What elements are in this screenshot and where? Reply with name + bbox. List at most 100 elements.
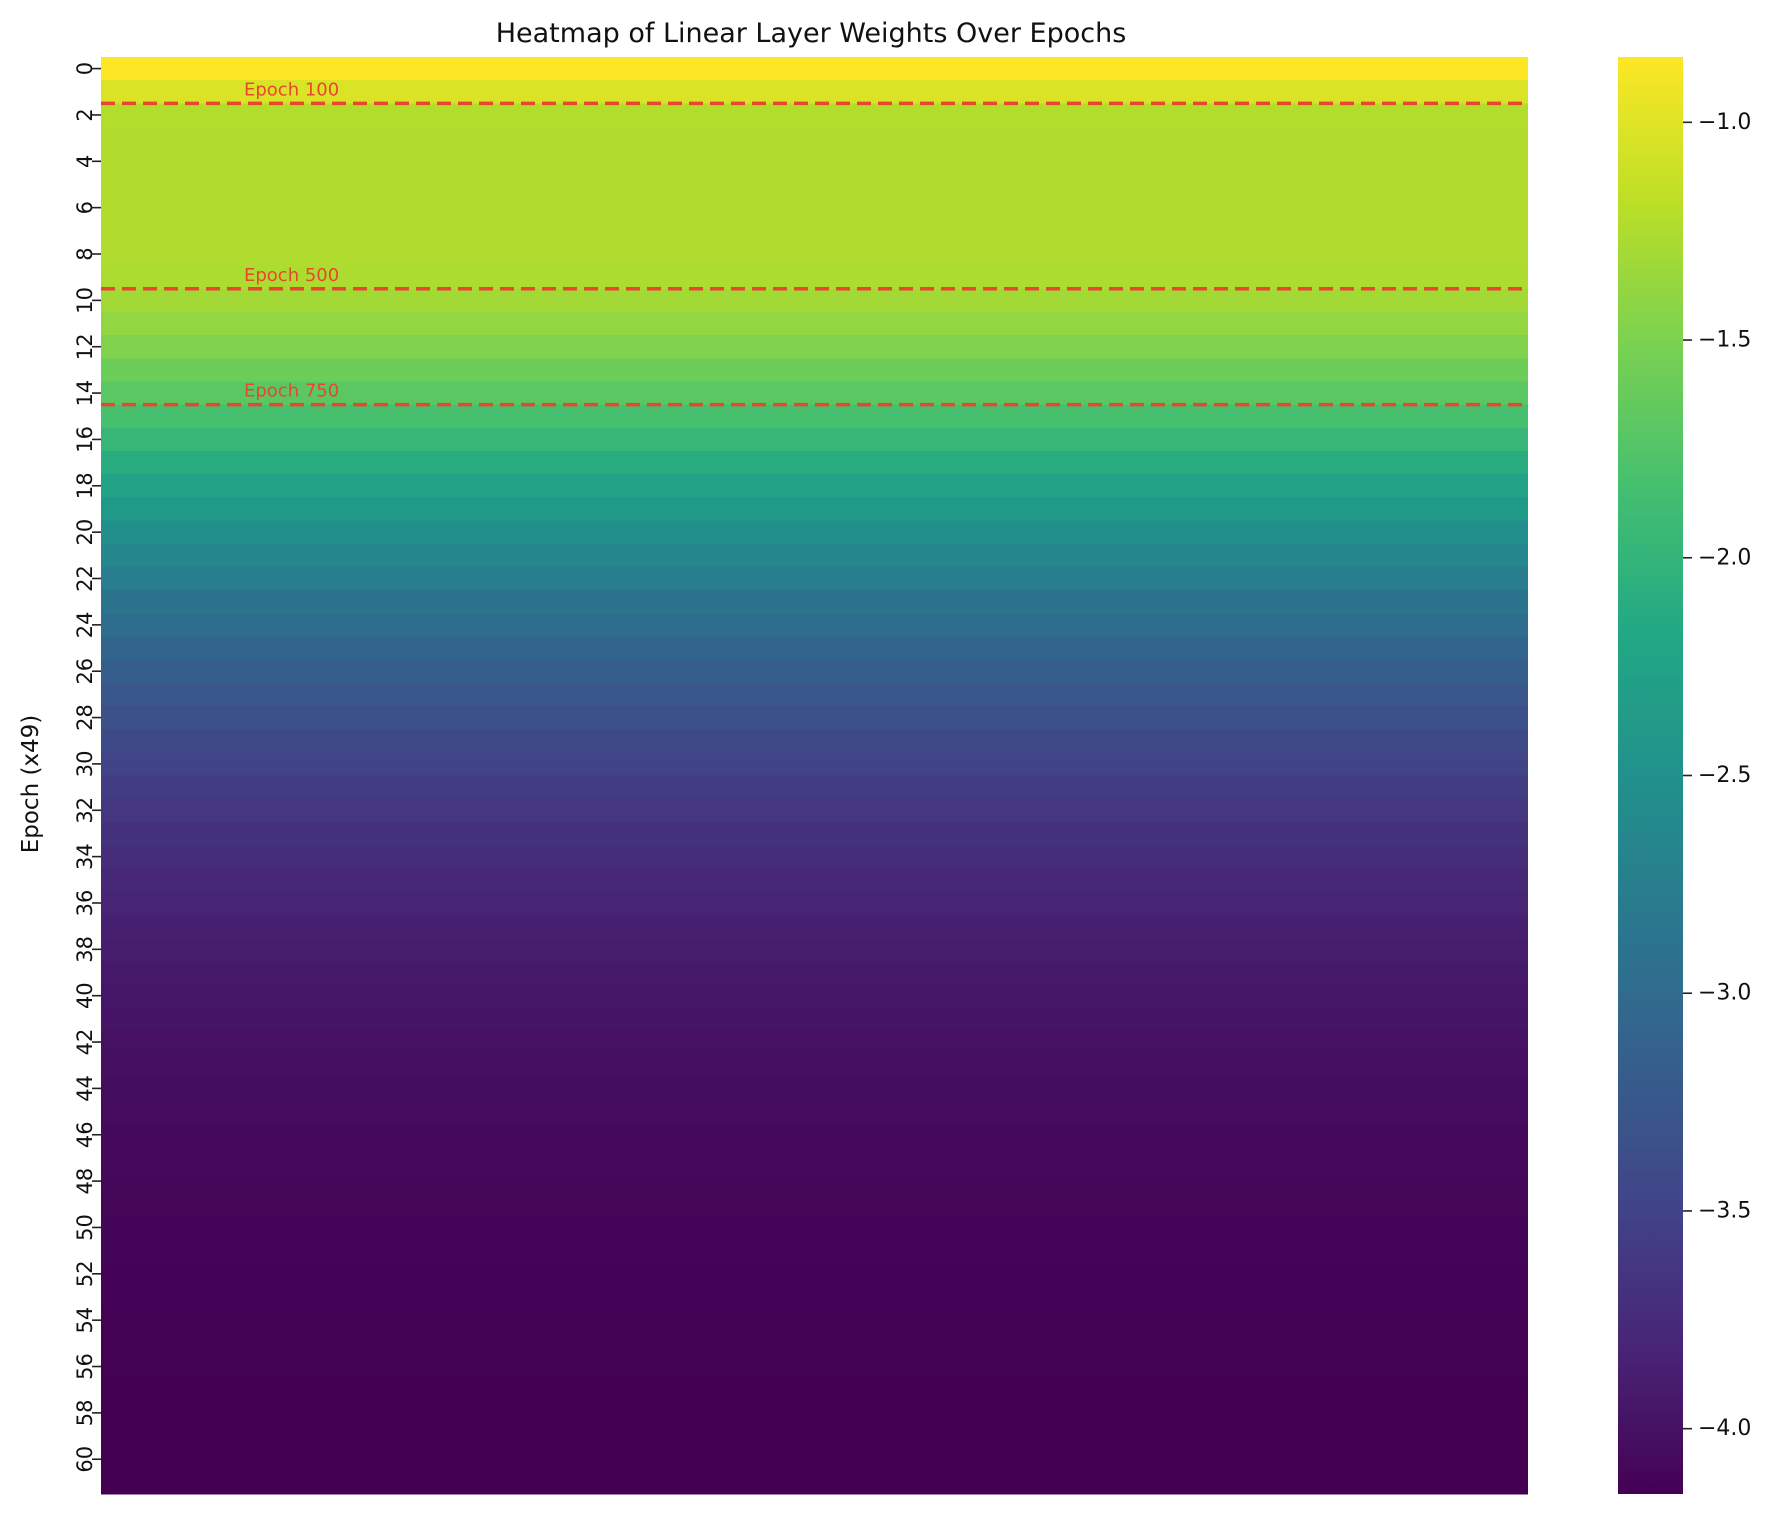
heatmap-cell xyxy=(101,891,1528,916)
y-tick-label: 40 xyxy=(73,982,97,1009)
colorbar-tick-label: −2.5 xyxy=(1698,763,1751,788)
y-tick-label: 44 xyxy=(73,1075,97,1102)
heatmap-cell xyxy=(101,1331,1528,1356)
heatmap-cell xyxy=(101,57,1528,81)
heatmap-cell xyxy=(101,520,1528,545)
heatmap-cell xyxy=(101,1076,1528,1101)
heatmap-cell xyxy=(101,451,1528,475)
y-tick-label: 0 xyxy=(73,62,97,75)
y-tick-label: 42 xyxy=(73,1029,97,1056)
heatmap-cell xyxy=(101,1099,1528,1124)
y-tick-label: 52 xyxy=(73,1260,97,1287)
heatmap-cell xyxy=(101,1239,1528,1263)
y-tick-label: 20 xyxy=(73,519,97,546)
colorbar-tick-label: −1.5 xyxy=(1698,328,1751,353)
heatmap-cell xyxy=(101,219,1528,244)
heatmap-cell xyxy=(101,960,1528,985)
heatmap-cell xyxy=(101,1354,1528,1379)
heatmap-cell xyxy=(101,427,1528,452)
y-ticks: 0246810121416182022242628303234363840424… xyxy=(73,62,101,1473)
heatmap-cell xyxy=(101,1192,1528,1217)
heatmap-cell xyxy=(101,543,1528,568)
annotation-label: Epoch 500 xyxy=(244,265,339,286)
heatmap-cell xyxy=(101,1215,1528,1240)
heatmap-cell xyxy=(101,1030,1528,1055)
colorbar-ticks: −1.0 −1.5 −2.0 −2.5 −3.0 −3.5 −4.0 xyxy=(1683,110,1751,1441)
heatmap-cells xyxy=(101,57,1528,1495)
colorbar-tick-label: −3.5 xyxy=(1698,1198,1751,1223)
heatmap-cell xyxy=(101,775,1528,800)
heatmap-cell xyxy=(101,149,1528,174)
heatmap-cell xyxy=(101,1447,1528,1472)
heatmap-cell xyxy=(101,1378,1528,1402)
heatmap-cell xyxy=(101,590,1528,614)
heatmap-cell xyxy=(101,474,1528,498)
y-tick-label: 36 xyxy=(73,890,97,917)
heatmap-cell xyxy=(101,172,1528,197)
heatmap-cell xyxy=(101,613,1528,638)
y-tick-label: 32 xyxy=(73,797,97,824)
y-tick-label: 26 xyxy=(73,658,97,685)
colorbar-tick-label: −3.0 xyxy=(1698,981,1751,1006)
y-tick-label: 12 xyxy=(73,333,97,360)
y-tick-label: 50 xyxy=(73,1214,97,1241)
heatmap-cell xyxy=(101,1007,1528,1032)
colorbar-tick-label: −1.0 xyxy=(1698,110,1751,135)
y-tick-label: 6 xyxy=(73,201,97,214)
heatmap-cell xyxy=(101,705,1528,730)
heatmap-cell xyxy=(101,242,1528,267)
y-tick-label: 10 xyxy=(73,287,97,314)
heatmap-cell xyxy=(101,845,1528,869)
y-tick-label: 56 xyxy=(73,1353,97,1380)
heatmap-cell xyxy=(101,1262,1528,1287)
annotations: Epoch 100 Epoch 500 Epoch 750 xyxy=(101,79,1528,407)
heatmap-cell xyxy=(101,404,1528,429)
heatmap-cell xyxy=(101,1424,1528,1449)
heatmap-cell xyxy=(101,729,1528,753)
y-tick-label: 18 xyxy=(73,472,97,499)
heatmap-cell xyxy=(101,1169,1528,1194)
colorbar xyxy=(1618,57,1683,1494)
y-tick-label: 54 xyxy=(73,1307,97,1334)
heatmap-cell xyxy=(101,381,1528,406)
colorbar-tick-label: −4.0 xyxy=(1698,1416,1751,1441)
heatmap-cell xyxy=(101,497,1528,522)
y-tick-label: 60 xyxy=(73,1446,97,1473)
heatmap-cell xyxy=(101,1146,1528,1171)
y-tick-label: 2 xyxy=(73,108,97,121)
chart-title: Heatmap of Linear Layer Weights Over Epo… xyxy=(496,18,1127,49)
y-tick-label: 58 xyxy=(73,1400,97,1427)
y-tick-label: 4 xyxy=(73,155,97,168)
y-tick-label: 46 xyxy=(73,1121,97,1148)
heatmap-cell xyxy=(101,752,1528,777)
heatmap-cell xyxy=(101,1053,1528,1078)
y-tick-label: 22 xyxy=(73,565,97,592)
y-tick-label: 48 xyxy=(73,1168,97,1195)
heatmap-cell xyxy=(101,126,1528,151)
y-axis-label: Epoch (x49) xyxy=(18,715,44,854)
heatmap-cell xyxy=(101,1123,1528,1147)
y-tick-label: 28 xyxy=(73,704,97,731)
y-tick-label: 14 xyxy=(73,380,97,407)
y-tick-label: 16 xyxy=(73,426,97,453)
heatmap-cell xyxy=(101,984,1528,1008)
heatmap-cell xyxy=(101,682,1528,707)
heatmap-cell xyxy=(101,937,1528,962)
heatmap-cell xyxy=(101,798,1528,823)
y-tick-label: 38 xyxy=(73,936,97,963)
heatmap-cell xyxy=(101,288,1528,313)
heatmap-cell xyxy=(101,821,1528,846)
y-tick-label: 8 xyxy=(73,247,97,260)
heatmap-cell xyxy=(101,1470,1528,1495)
heatmap-cell xyxy=(101,636,1528,661)
heatmap-cell xyxy=(101,914,1528,939)
heatmap-cell xyxy=(101,1285,1528,1310)
annotation-label: Epoch 750 xyxy=(244,381,339,402)
heatmap-cell xyxy=(101,265,1528,290)
annotation-label: Epoch 100 xyxy=(244,79,339,100)
heatmap-cell xyxy=(101,103,1528,128)
y-tick-label: 24 xyxy=(73,611,97,638)
heatmap-cell xyxy=(101,1308,1528,1333)
